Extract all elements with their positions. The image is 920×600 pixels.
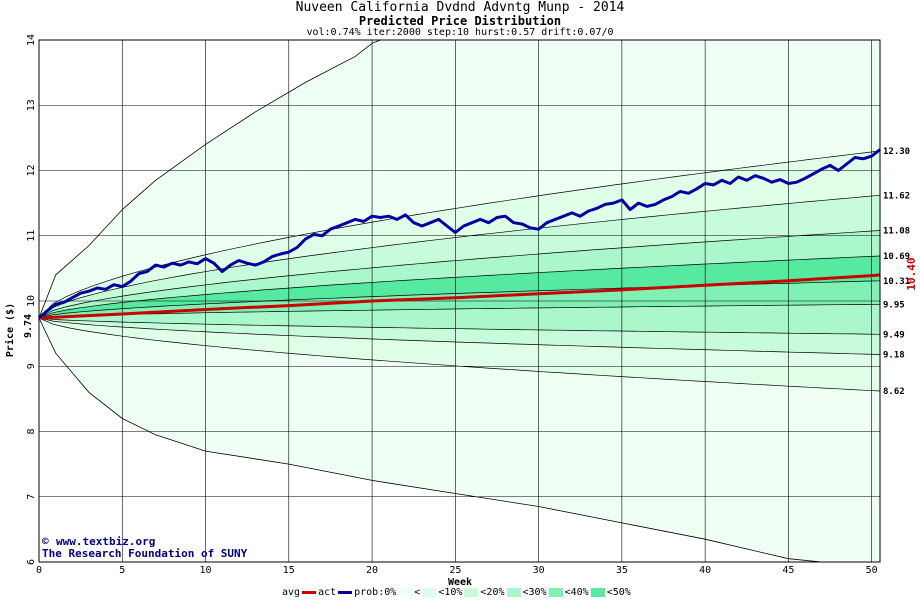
legend-prob-10: <10% [438, 587, 463, 598]
quantile-label-7: 9.18 [883, 351, 905, 361]
legend-act-label: act [318, 587, 337, 598]
x-tick-10: 10 [200, 565, 212, 576]
quantile-label-1: 11.62 [883, 191, 910, 201]
quantile-label-2: 11.08 [883, 227, 910, 237]
legend-prob-label: prob:0% [354, 587, 397, 598]
series-lines [38, 148, 881, 320]
legend-swatch-0 [398, 588, 413, 597]
y-tick-6: 6 [26, 559, 37, 565]
chart-subtitle: Predicted Price Distribution [358, 14, 562, 28]
quantile-line-7 [38, 317, 881, 355]
x-tick-40: 40 [699, 565, 711, 576]
quantile-line-8 [38, 317, 881, 392]
envelope-lower-line [38, 317, 880, 563]
x-tick-5: 5 [119, 565, 125, 576]
series-avg [38, 273, 881, 320]
y-tick-9: 9 [26, 363, 37, 369]
y-tick-12: 12 [26, 164, 37, 176]
legend-swatch-10 [422, 588, 437, 597]
legend-prob-0: < [414, 587, 421, 598]
credit-org: The Research Foundation of SUNY [42, 547, 248, 560]
y-tick-7: 7 [26, 494, 37, 500]
legend-prob-20: <20% [480, 587, 505, 598]
quantile-line-0 [38, 150, 881, 319]
legend-prob-40: <40% [564, 587, 589, 598]
legend-swatch-20 [464, 588, 479, 597]
chart-title: Nuveen California Dvdnd Advntg Munp - 20… [295, 0, 625, 15]
x-tick-20: 20 [366, 565, 378, 576]
y-axis-ticks: 6 7 8 9 10 11 12 13 14 [26, 34, 37, 565]
x-axis-ticks: 0 5 10 15 20 25 30 35 40 45 50 [36, 565, 878, 576]
y-tick-14: 14 [26, 34, 37, 46]
quantile-line-3 [38, 255, 881, 319]
x-tick-50: 50 [866, 565, 878, 576]
legend-swatch-30 [506, 588, 521, 597]
legend-avg-swatch [302, 591, 317, 594]
envelope-upper-line [38, 39, 381, 319]
plot-frame [38, 39, 881, 563]
quantile-line-5 [38, 303, 881, 319]
legend-avg-label: avg [282, 587, 301, 598]
quantile-label-3: 10.69 [883, 252, 910, 262]
quantile-end-labels: 12.30 11.62 11.08 10.69 10.31 9.95 9.49 9.18 8.6… [883, 147, 910, 397]
quantile-line-6 [38, 317, 881, 335]
y-tick-13: 13 [26, 99, 37, 111]
series-act [38, 148, 881, 320]
quantile-line-2 [38, 230, 881, 319]
y-tick-10: 10 [26, 295, 37, 307]
y-tick-11: 11 [26, 230, 37, 242]
quantile-lines [38, 39, 881, 563]
end-avg-label: 10.40 [905, 257, 918, 290]
x-tick-15: 15 [283, 565, 295, 576]
quantile-label-6: 9.49 [883, 330, 905, 340]
x-tick-25: 25 [449, 565, 461, 576]
legend-swatch-40 [548, 588, 563, 597]
x-tick-35: 35 [616, 565, 628, 576]
y-axis-label: Price ($) [4, 303, 16, 357]
quantile-label-8: 8.62 [883, 387, 905, 397]
x-tick-0: 0 [36, 565, 42, 576]
legend-swatch-50 [590, 588, 605, 597]
credit-symbol: © [42, 535, 49, 548]
credit-url: www.textbiz.org [56, 535, 155, 548]
legend-prob-30: <30% [522, 587, 547, 598]
x-tick-30: 30 [533, 565, 545, 576]
quantile-line-1 [38, 194, 881, 319]
band-50 [39, 256, 880, 318]
y-tick-8: 8 [26, 428, 37, 434]
x-axis-label: Week [448, 577, 472, 588]
x-tick-45: 45 [782, 565, 794, 576]
quantile-label-0: 12.30 [883, 147, 910, 157]
legend-act-swatch [338, 591, 353, 594]
simulation-parameters: vol:0.74% iter:2000 step:10 hurst:0.57 d… [306, 27, 614, 38]
legend: avg act prob:0% < <10% <20% <30% <40% <5… [282, 587, 631, 598]
quantile-label-5: 9.95 [883, 300, 905, 310]
legend-prob-50: <50% [606, 587, 631, 598]
quantile-label-4: 10.31 [883, 277, 910, 287]
start-value-label: 9.74 [23, 314, 34, 338]
